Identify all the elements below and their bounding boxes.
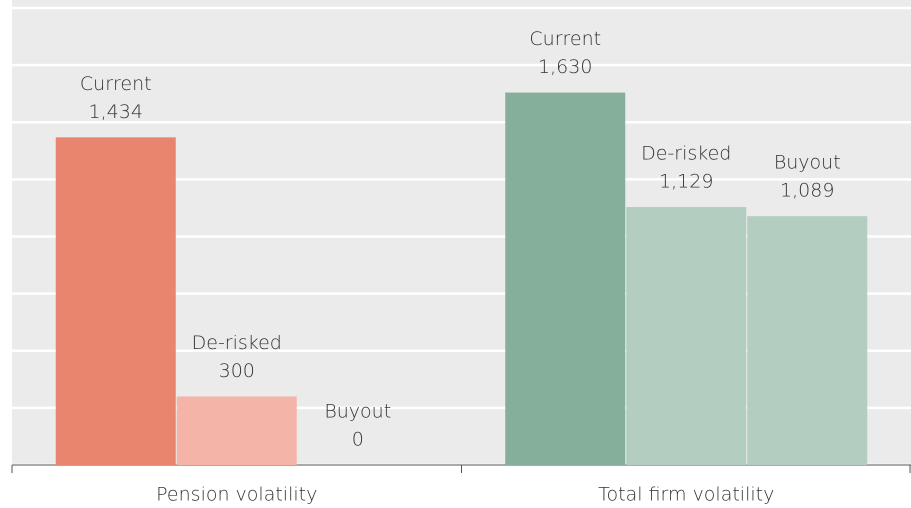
bar-value-label: 1,630 [538, 56, 592, 78]
bar-value-label: 1,434 [89, 101, 143, 123]
bar-value-label: 1,129 [659, 171, 713, 193]
bar [747, 216, 868, 465]
bar-series-label: De-risked [641, 143, 731, 165]
bar-series-label: Buyout [324, 401, 391, 423]
bar-series-label: Current [80, 73, 152, 95]
x-tick-label: Pension volatility [156, 484, 317, 506]
bar [176, 396, 297, 465]
bar [505, 92, 626, 466]
bar-series-label: Current [529, 28, 601, 50]
bar-value-label: 300 [219, 360, 255, 382]
x-tick-label: Total firm volatility [598, 484, 774, 506]
bar-value-label: 0 [352, 429, 364, 451]
bar-value-label: 1,089 [780, 180, 834, 202]
bar [55, 137, 176, 465]
bar [626, 207, 747, 465]
bar-series-label: De-risked [192, 332, 282, 354]
bar-series-label: Buyout [774, 152, 841, 174]
